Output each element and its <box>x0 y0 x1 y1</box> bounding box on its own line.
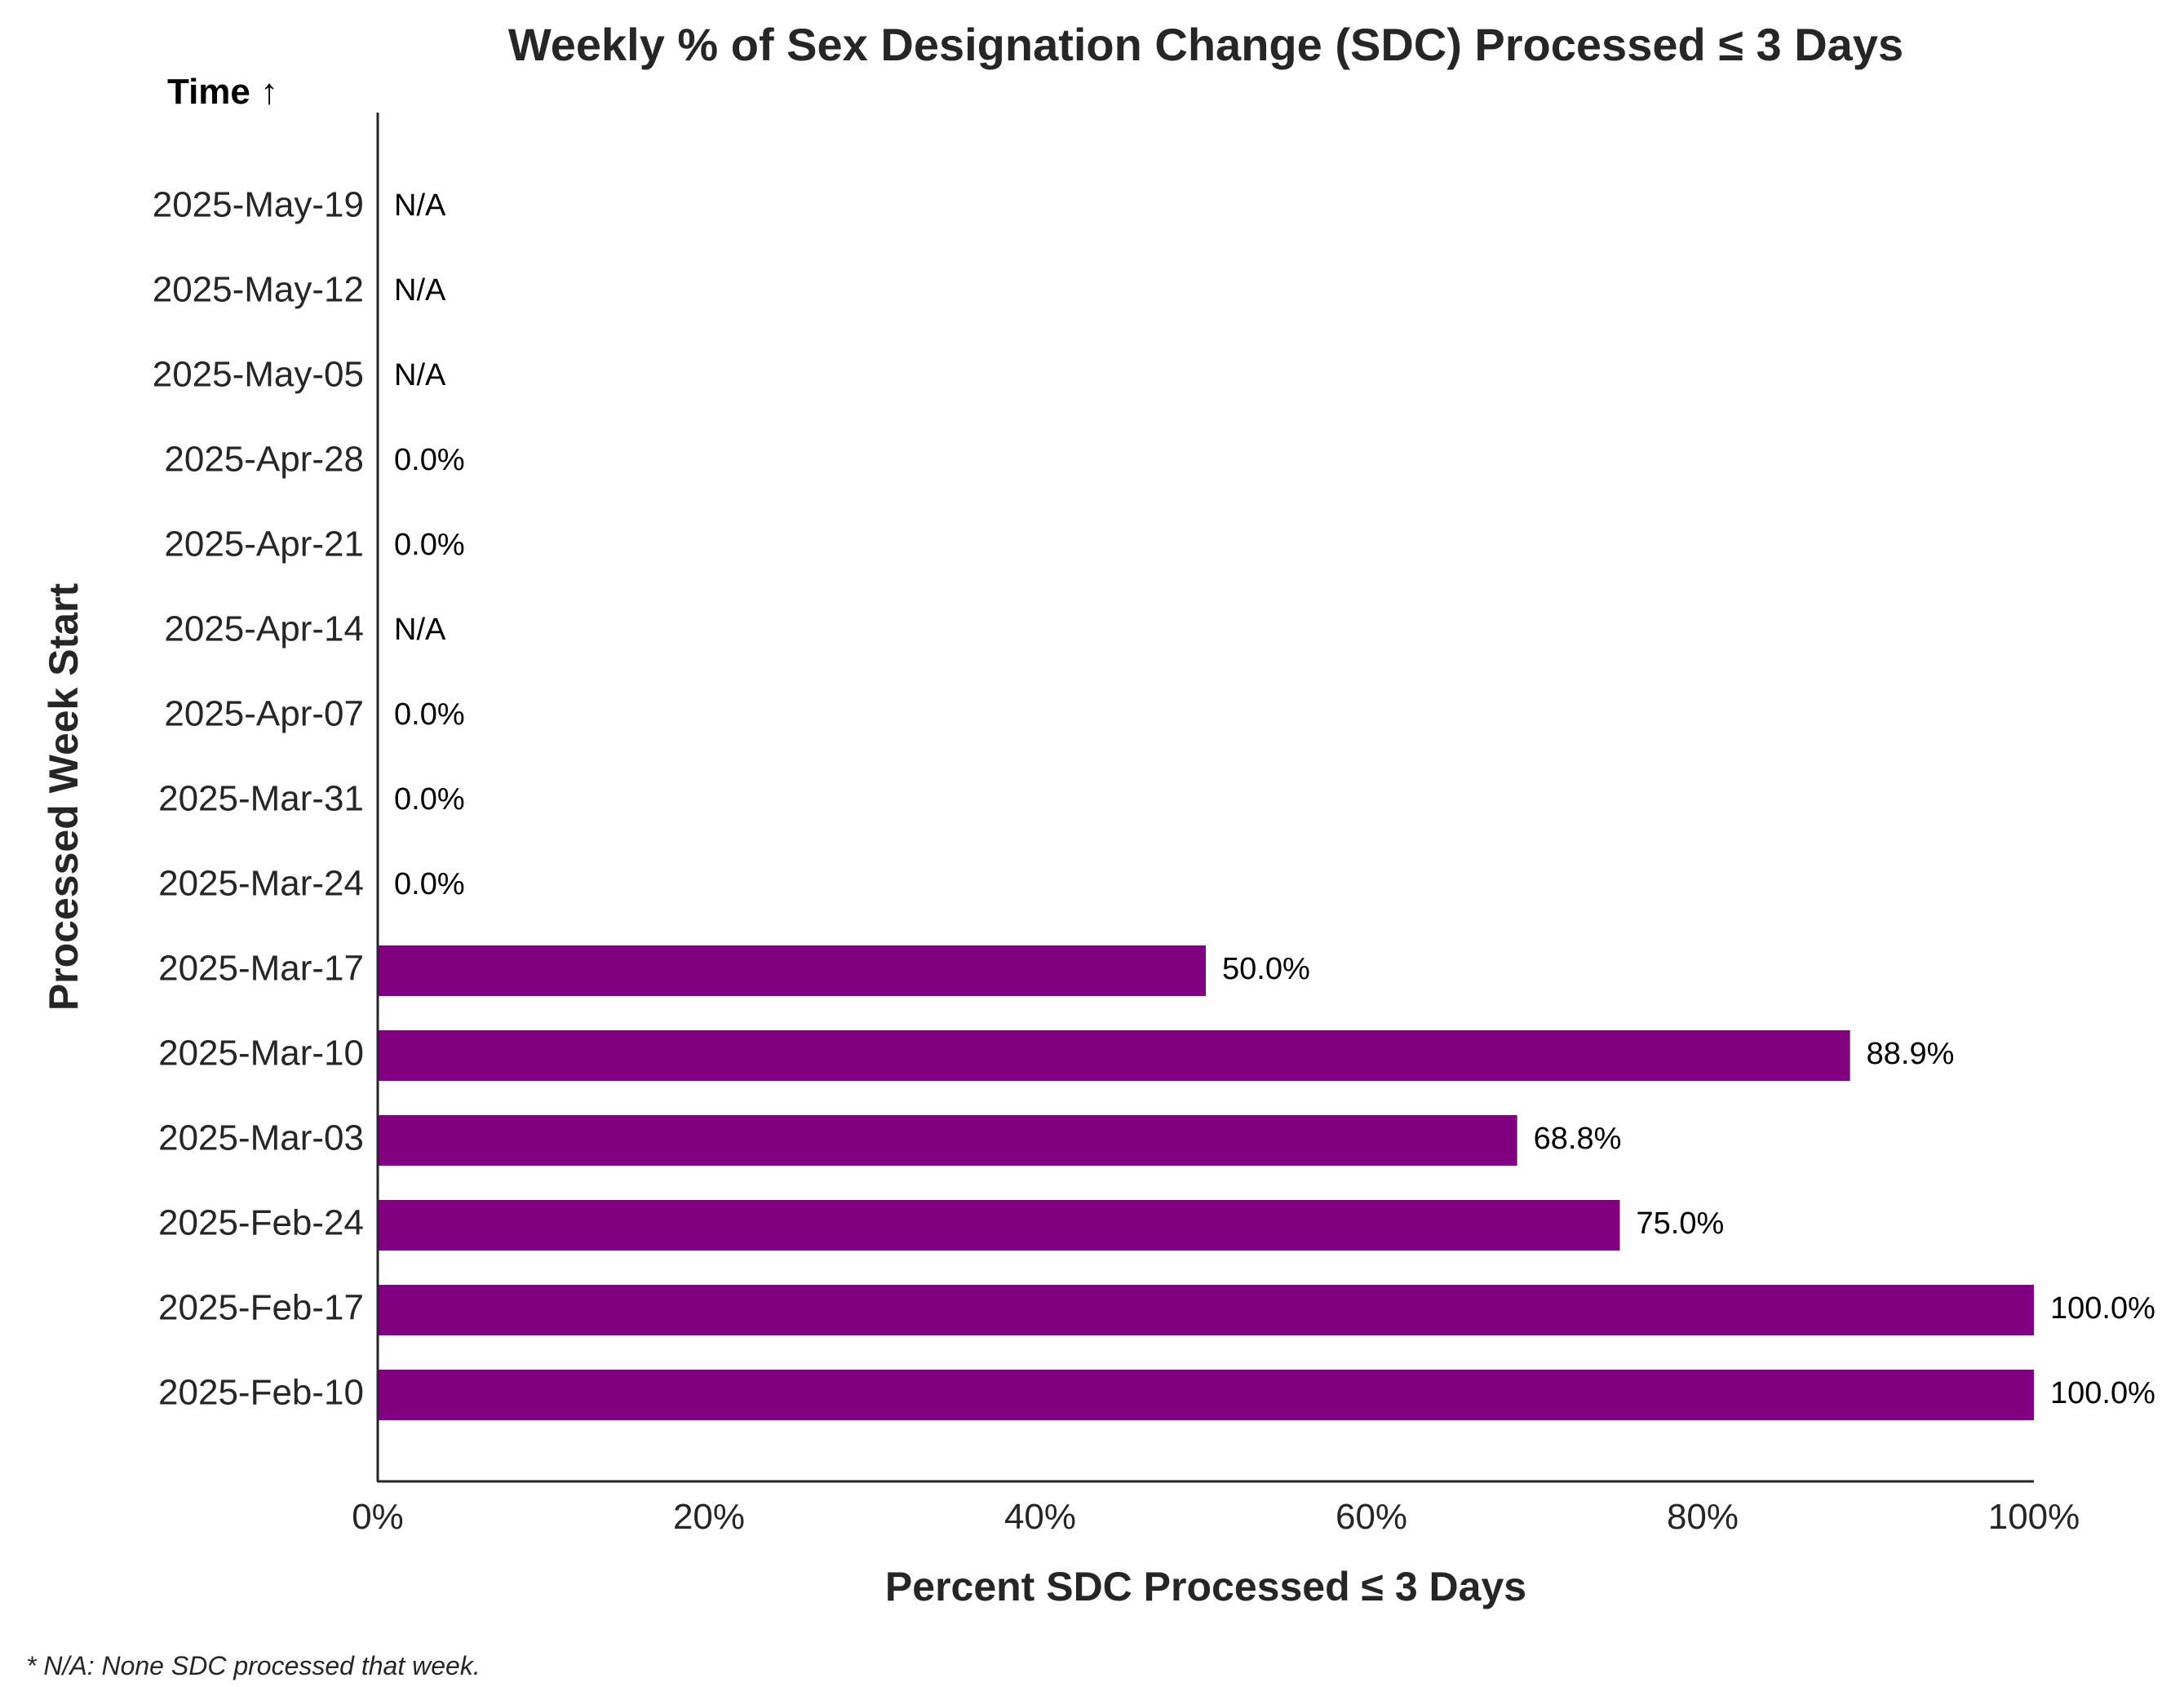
y-tick-label: 2025-Feb-17 <box>158 1288 364 1328</box>
y-tick-label: 2025-Apr-07 <box>164 694 364 734</box>
y-tick-label: 2025-May-05 <box>153 355 364 395</box>
data-label: 0.0% <box>394 867 465 901</box>
y-tick-label: 2025-Mar-17 <box>158 949 364 989</box>
data-label: 68.8% <box>1534 1122 1622 1156</box>
y-tick-label: 2025-Mar-03 <box>158 1118 364 1158</box>
bar <box>378 1200 1620 1251</box>
data-label: 88.9% <box>1867 1037 1955 1071</box>
data-label: 0.0% <box>394 782 465 817</box>
data-label: N/A <box>394 273 446 308</box>
x-tick-label: 80% <box>1667 1497 1739 1537</box>
bar <box>378 1115 1517 1166</box>
bar <box>378 1370 2034 1420</box>
y-tick-label: 2025-May-12 <box>153 270 364 310</box>
data-labels-group: 100.0% 100.0% 75.0% 68.8% 88.9% 50.0% 0.0% 0.0%… <box>394 188 2155 1410</box>
y-tick-label: 2025-Apr-14 <box>164 609 364 649</box>
x-tick-label: 60% <box>1336 1497 1407 1537</box>
data-label: 50.0% <box>1222 952 1310 986</box>
x-tick-label: 100% <box>1988 1497 2080 1537</box>
x-tick-label: 0% <box>352 1497 404 1537</box>
data-label: 100.0% <box>2050 1376 2155 1410</box>
x-tick-label: 40% <box>1004 1497 1076 1537</box>
y-tick-label: 2025-Mar-31 <box>158 779 364 819</box>
chart-title: Weekly % of Sex Designation Change (SDC)… <box>508 19 1903 70</box>
data-label: 100.0% <box>2050 1291 2155 1326</box>
data-label: 0.0% <box>394 443 465 477</box>
y-tick-labels: 2025-Feb-10 2025-Feb-17 2025-Feb-24 2025-Ma… <box>153 185 364 1413</box>
time-marker: Time ↑ <box>167 72 278 112</box>
x-tick-label: 20% <box>673 1497 745 1537</box>
data-label: 0.0% <box>394 697 465 732</box>
data-label: 0.0% <box>394 528 465 562</box>
bars-group <box>378 945 2034 1420</box>
x-tick-labels: 0% 20% 40% 60% 80% 100% <box>352 1497 2080 1537</box>
y-axis-label: Processed Week Start <box>41 582 86 1011</box>
bar <box>378 1030 1850 1081</box>
data-label: N/A <box>394 613 446 647</box>
footnote: * N/A: None SDC processed that week. <box>26 1651 481 1680</box>
y-tick-label: 2025-Apr-28 <box>164 440 364 480</box>
y-tick-label: 2025-Feb-10 <box>158 1373 364 1413</box>
data-label: N/A <box>394 188 446 223</box>
x-axis-label: Percent SDC Processed ≤ 3 Days <box>885 1564 1526 1609</box>
y-tick-label: 2025-Apr-21 <box>164 525 364 564</box>
data-label: N/A <box>394 358 446 392</box>
y-tick-label: 2025-Mar-24 <box>158 864 364 904</box>
bar <box>378 1285 2034 1335</box>
data-label: 75.0% <box>1637 1206 1725 1241</box>
y-tick-label: 2025-Mar-10 <box>158 1034 364 1074</box>
y-tick-label: 2025-Feb-24 <box>158 1203 364 1243</box>
bar <box>378 945 1206 996</box>
y-tick-label: 2025-May-19 <box>153 185 364 225</box>
